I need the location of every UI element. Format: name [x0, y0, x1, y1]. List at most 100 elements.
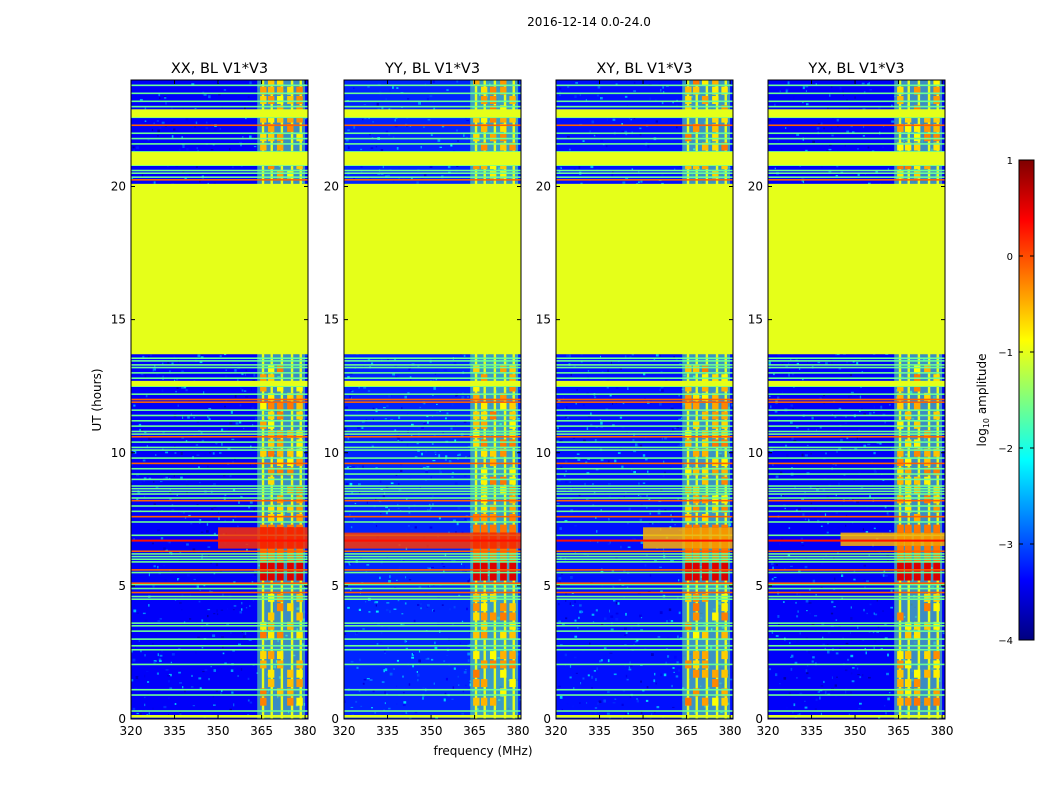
noise-cell	[574, 600, 576, 604]
noise-cell	[185, 117, 189, 121]
rfi-line	[556, 364, 733, 366]
noise-cell	[400, 469, 403, 472]
noise-cell	[160, 481, 163, 483]
rfi-line	[131, 398, 308, 401]
noise-cell	[229, 422, 233, 425]
noise-cell	[815, 698, 818, 701]
band-cell	[287, 448, 294, 457]
rfi-line	[131, 84, 308, 87]
rfi-line	[131, 569, 308, 571]
rfi-line	[344, 490, 521, 493]
x-tick-label: 335	[163, 724, 186, 738]
noise-cell	[139, 481, 142, 484]
band-cell	[260, 95, 267, 104]
noise-cell	[608, 495, 611, 498]
noise-cell	[444, 458, 447, 461]
noise-cell	[593, 491, 596, 494]
noise-cell	[667, 655, 670, 658]
noise-cell	[605, 145, 608, 148]
rfi-line	[344, 409, 521, 411]
noise-cell	[409, 376, 412, 378]
y-tick-label: 10	[111, 446, 126, 460]
y-tick-label: 0	[331, 712, 339, 726]
noise-cell	[469, 455, 472, 458]
noise-cell	[621, 703, 624, 706]
noise-cell	[254, 417, 257, 420]
noise-cell	[232, 609, 235, 611]
noise-cell	[413, 438, 417, 440]
noise-cell	[169, 687, 173, 690]
noise-cell	[410, 379, 412, 381]
noise-cell	[247, 95, 250, 99]
rfi-line	[556, 372, 733, 374]
noise-cell	[407, 525, 410, 527]
rfi-line	[556, 441, 733, 443]
noise-cell	[821, 517, 824, 520]
noise-cell	[872, 484, 874, 486]
noise-cell	[375, 604, 377, 607]
noise-cell	[559, 87, 562, 90]
noise-cell	[608, 624, 612, 626]
noise-cell	[394, 364, 398, 368]
band-cell	[721, 467, 728, 476]
noise-cell	[886, 512, 889, 515]
rfi-line	[344, 644, 521, 647]
noise-cell	[433, 584, 435, 586]
noise-cell	[615, 83, 618, 86]
noise-cell	[212, 452, 215, 455]
band-cell	[296, 669, 303, 678]
noise-cell	[590, 412, 592, 416]
band-cell	[685, 402, 692, 411]
rfi-line	[344, 105, 521, 108]
noise-cell	[306, 429, 308, 431]
noise-cell	[253, 373, 256, 377]
noise-cell	[774, 103, 776, 107]
noise-cell	[655, 353, 659, 357]
rfi-line	[556, 571, 733, 574]
rfi-line	[556, 510, 733, 513]
noise-cell	[416, 673, 420, 677]
noise-cell	[773, 576, 777, 578]
rfi-line	[131, 435, 308, 438]
rfi-line	[131, 357, 308, 360]
noise-cell	[213, 182, 216, 185]
noise-cell	[569, 676, 572, 679]
noise-cell	[852, 430, 854, 434]
noise-cell	[161, 389, 164, 392]
noise-cell	[136, 498, 139, 500]
noise-cell	[586, 702, 588, 704]
band-cell	[685, 364, 692, 373]
noise-cell	[418, 649, 421, 653]
noise-cell	[865, 651, 867, 655]
noise-cell	[220, 139, 224, 141]
rfi-line	[556, 630, 733, 632]
rfi-line	[344, 441, 521, 443]
rfi-line	[556, 688, 733, 691]
panel-title: XX, BL V1*V3	[171, 61, 268, 77]
flagged-row	[344, 151, 521, 166]
noise-cell	[621, 426, 625, 429]
y-tick-label: 15	[536, 313, 551, 327]
noise-cell	[153, 481, 155, 483]
noise-cell	[414, 710, 418, 714]
noise-cell	[599, 660, 602, 663]
rfi-line	[556, 169, 733, 172]
band-cell	[500, 486, 507, 495]
band-cell	[685, 95, 692, 104]
band-cell	[509, 95, 516, 104]
noise-cell	[844, 143, 846, 147]
noise-cell	[411, 653, 414, 656]
noise-cell	[814, 615, 818, 617]
noise-cell	[791, 436, 794, 440]
noise-cell	[462, 570, 465, 574]
noise-cell	[169, 551, 173, 555]
noise-cell	[815, 594, 817, 596]
noise-cell	[863, 564, 867, 567]
noise-cell	[863, 444, 867, 448]
rfi-line	[556, 595, 733, 598]
noise-cell	[582, 677, 585, 680]
noise-cell	[232, 489, 236, 492]
noise-cell	[245, 373, 246, 376]
noise-cell	[386, 608, 389, 612]
noise-cell	[597, 540, 599, 544]
